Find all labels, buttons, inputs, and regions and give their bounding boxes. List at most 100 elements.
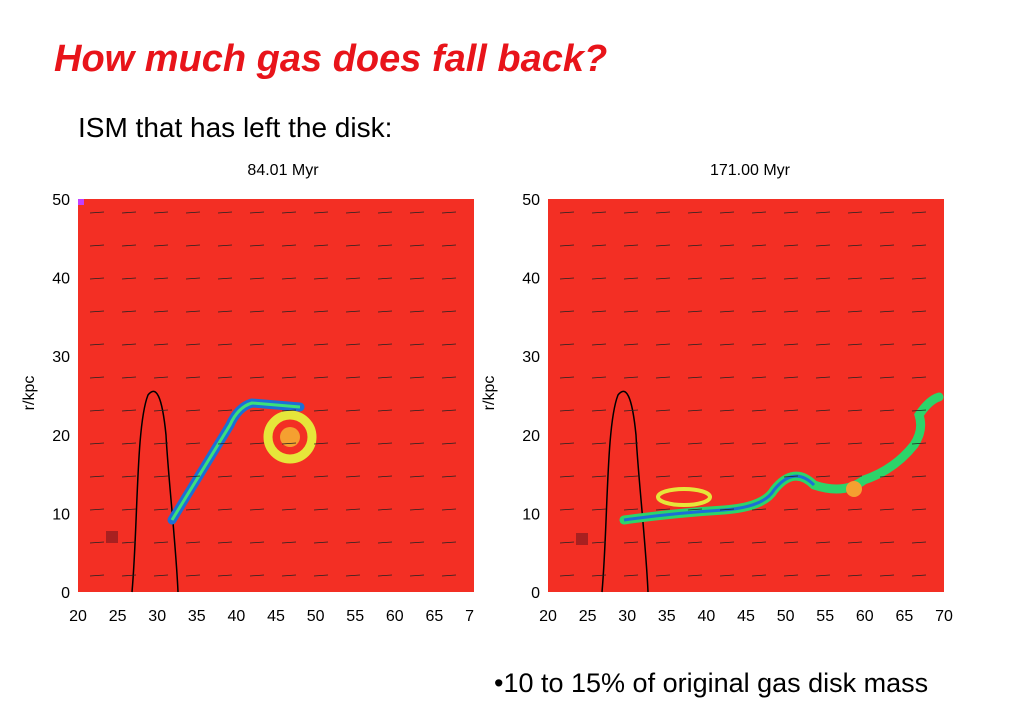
flow-arrow [815, 211, 831, 214]
flow-arrow [783, 277, 799, 280]
flow-arrow [441, 442, 457, 445]
x-tick-label: 35 [658, 608, 676, 625]
flow-arrow [217, 409, 233, 412]
flow-arrow [591, 310, 607, 313]
flow-arrow [783, 475, 799, 478]
x-tick-label: 55 [346, 608, 364, 625]
flow-arrow [249, 541, 265, 544]
flow-arrow [345, 310, 361, 313]
flow-arrow [441, 541, 457, 544]
flow-arrow [751, 277, 767, 280]
flow-arrow [623, 541, 639, 544]
flow-arrow [153, 442, 169, 445]
flow-arrow [377, 409, 393, 412]
flow-arrow [281, 376, 297, 379]
flow-arrow [751, 541, 767, 544]
flow-arrow [313, 310, 329, 313]
flow-arrow [281, 211, 297, 214]
flow-arrow [847, 508, 863, 511]
flow-arrow [377, 376, 393, 379]
flow-arrow [121, 310, 137, 313]
flow-arrow [591, 475, 607, 478]
flow-arrow [559, 508, 575, 511]
flow-arrow [751, 310, 767, 313]
flow-arrow [217, 277, 233, 280]
flow-arrow [559, 475, 575, 478]
flow-arrow [217, 508, 233, 511]
flow-arrow [409, 343, 425, 346]
flow-arrow [249, 343, 265, 346]
flow-arrow [623, 277, 639, 280]
flow-arrow [249, 409, 265, 412]
flow-arrow [559, 277, 575, 280]
flow-arrow [409, 244, 425, 247]
flow-arrow [751, 475, 767, 478]
flow-arrow [719, 442, 735, 445]
flow-arrow [281, 409, 297, 412]
flow-arrow [687, 442, 703, 445]
x-tick-label: 40 [228, 608, 246, 625]
flow-arrow [409, 442, 425, 445]
flow-arrow [591, 442, 607, 445]
flow-arrow [377, 244, 393, 247]
flow-arrow [249, 475, 265, 478]
flow-arrow [441, 376, 457, 379]
flow-arrow [815, 244, 831, 247]
flow-arrow [377, 574, 393, 577]
y-tick-label: 10 [522, 506, 540, 523]
flow-arrow [815, 442, 831, 445]
flow-arrow [89, 310, 105, 313]
flow-arrow [185, 343, 201, 346]
flow-arrow [591, 541, 607, 544]
marker [78, 199, 84, 205]
flow-arrow [815, 475, 831, 478]
flow-arrow [783, 211, 799, 214]
y-tick-label: 50 [52, 192, 70, 209]
flow-arrow [559, 574, 575, 577]
flow-arrow [911, 475, 927, 478]
flow-arrow [847, 376, 863, 379]
flow-arrow [655, 211, 671, 214]
flow-arrow [313, 409, 329, 412]
flow-arrow [313, 574, 329, 577]
flow-arrow [185, 442, 201, 445]
flow-arrow [217, 442, 233, 445]
flow-arrow [591, 211, 607, 214]
flow-arrow [751, 409, 767, 412]
flow-arrow [217, 244, 233, 247]
flow-arrow [719, 409, 735, 412]
flow-arrow [687, 244, 703, 247]
x-tick-label: 65 [426, 608, 444, 625]
flow-arrow [217, 574, 233, 577]
flow-arrow [409, 277, 425, 280]
title: How much gas does fall back? [54, 38, 608, 80]
eddy [846, 481, 862, 497]
flow-arrow [591, 574, 607, 577]
flow-arrow [719, 211, 735, 214]
flow-arrow [249, 376, 265, 379]
panel-title: 171.00 Myr [710, 162, 791, 179]
flow-arrow [217, 376, 233, 379]
flow-arrow [847, 442, 863, 445]
flow-arrow [879, 574, 895, 577]
flow-arrow [121, 409, 137, 412]
flow-arrow [687, 211, 703, 214]
flow-arrow [121, 541, 137, 544]
flow-arrow [815, 277, 831, 280]
flow-arrow [313, 244, 329, 247]
flow-arrow [783, 376, 799, 379]
flow-arrow [879, 211, 895, 214]
flow-arrow [313, 541, 329, 544]
flow-arrow [345, 508, 361, 511]
flow-arrow [313, 376, 329, 379]
field [548, 199, 944, 592]
y-tick-label: 50 [522, 192, 540, 209]
x-tick-label: 60 [856, 608, 874, 625]
flow-arrow [847, 343, 863, 346]
flow-arrow [879, 475, 895, 478]
marker [576, 533, 588, 545]
flow-arrow [281, 442, 297, 445]
flow-arrow [89, 541, 105, 544]
stream-core [623, 474, 816, 522]
panel: 84.01 Myr r/kpc 0 10 20 30 40 50 20 25 30 35 40 45 5… [21, 162, 474, 625]
